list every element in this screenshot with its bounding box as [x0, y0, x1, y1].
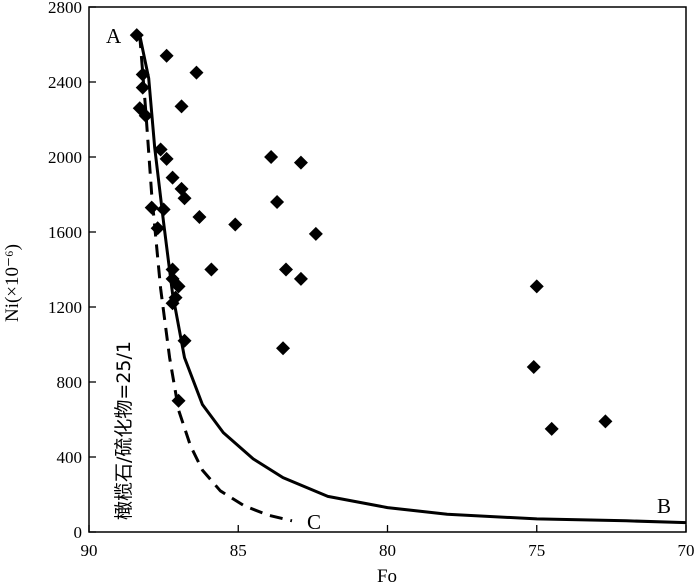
x-tick-label: 75: [528, 541, 545, 560]
data-point: [177, 333, 192, 348]
data-point: [204, 262, 219, 277]
data-point: [270, 195, 285, 209]
data-point: [276, 341, 291, 356]
dashed-curve: [138, 34, 293, 523]
data-point: [135, 80, 150, 95]
data-point: [138, 108, 153, 123]
data-point: [177, 191, 192, 206]
y-tick-label: 2000: [48, 148, 82, 167]
data-point: [544, 421, 559, 436]
data-point: [144, 200, 159, 215]
data-point: [529, 279, 544, 294]
data-point: [174, 99, 189, 114]
ratio-annotation: 橄榄石/硫化物=25/1: [113, 341, 135, 520]
data-point: [150, 221, 165, 236]
data-point: [156, 202, 171, 217]
data-point: [165, 262, 180, 277]
y-tick-label: 2400: [48, 73, 82, 92]
data-point: [526, 360, 541, 374]
x-tick-label: 70: [678, 541, 695, 560]
y-tick-label: 0: [74, 523, 83, 542]
data-point: [129, 28, 144, 43]
solid-curve: [138, 34, 687, 525]
label-a: A: [106, 24, 122, 48]
data-point: [165, 296, 180, 311]
x-tick-label: 85: [230, 541, 247, 560]
data-point: [192, 210, 207, 224]
data-point: [171, 393, 186, 408]
data-point: [135, 67, 150, 82]
data-point: [228, 217, 243, 232]
y-axis-label: Ni(×10⁻⁶): [2, 244, 23, 322]
x-tick-label: 90: [81, 541, 98, 560]
data-point: [159, 48, 174, 63]
label-b: B: [657, 494, 671, 518]
data-point: [189, 65, 204, 80]
x-tick-label: 80: [379, 541, 396, 560]
data-point: [264, 150, 279, 164]
y-tick-label: 2800: [48, 0, 82, 17]
data-point: [293, 155, 308, 170]
data-point: [598, 414, 613, 429]
data-point: [153, 142, 168, 157]
y-tick-label: 1600: [48, 223, 82, 242]
data-point: [308, 226, 323, 241]
data-point: [171, 279, 186, 294]
data-point: [165, 170, 180, 185]
data-point: [279, 262, 294, 277]
label-c: C: [307, 510, 321, 534]
data-point: [159, 151, 174, 166]
y-tick-label: 400: [57, 448, 83, 467]
x-axis-label: Fo: [377, 566, 397, 587]
data-point: [293, 271, 308, 286]
y-tick-label: 800: [57, 373, 83, 392]
y-tick-label: 1200: [48, 298, 82, 317]
